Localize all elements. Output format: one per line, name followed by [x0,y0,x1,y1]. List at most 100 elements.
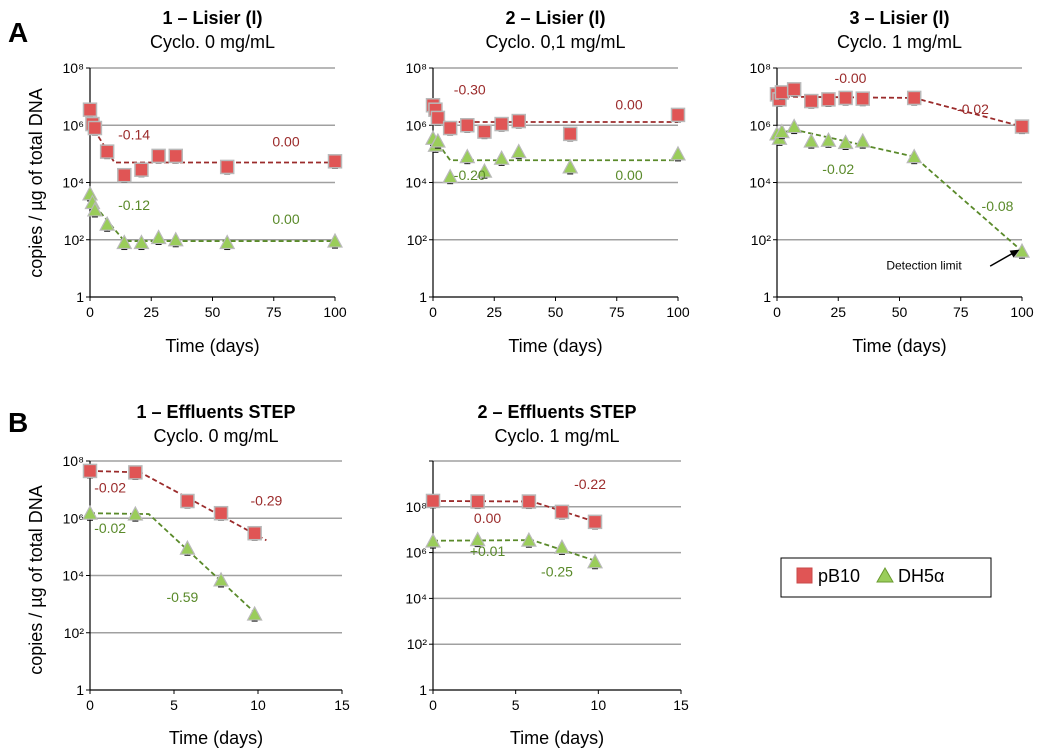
point-pb10 [838,90,853,106]
slope-label: -0.20 [454,167,486,183]
x-tick-label: 15 [673,697,689,713]
point-pb10 [168,148,183,164]
point-dh5a [429,132,446,148]
chart-title-4: 1 – Effluents STEP [136,402,295,422]
slope-label: -0.08 [982,198,1014,214]
point-pb10 [213,505,229,521]
point-dh5a [553,539,570,554]
point-dh5a [803,132,820,148]
slope-label: -0.25 [541,564,573,580]
point-dh5a [469,531,486,547]
fit-line-dh5a [432,539,599,563]
x-axis-label-3: Time (days) [852,336,946,356]
slope-label: -0.02 [822,161,854,177]
point-pb10 [521,494,537,509]
slope-label: 0.00 [615,97,642,113]
slope-label: -0.00 [835,70,867,86]
point-dh5a [213,571,230,587]
x-axis-label-5: Time (days) [510,728,604,748]
x-tick-label: 0 [429,697,437,713]
slope-label: -0.22 [574,476,606,492]
slope-label: -0.02 [957,101,989,117]
slope-label: 0.00 [615,167,642,183]
point-dh5a [837,134,854,150]
slope-label: -0.12 [118,197,150,213]
point-pb10 [134,162,149,177]
point-pb10 [442,120,458,136]
x-tick-label: 75 [266,304,282,320]
chart-title-3: 3 – Lisier (l) [849,8,949,28]
y-tick-label: 1 [763,289,771,305]
point-dh5a [219,234,236,250]
chart-panel-1: 1 – Lisier (l) Cyclo. 0 mg/mL 1 10² 10⁴ 10⁶ 10… [62,8,346,356]
y-tick-label: 1 [76,289,84,305]
point-dh5a [246,605,263,621]
y-tick-label: 10⁶ [63,117,84,133]
slope-label: -0.29 [250,492,282,508]
y-tick-label: 10⁶ [63,510,84,526]
chart-subtitle-5: Cyclo. 1 mg/mL [494,426,619,446]
y-tick-label: 10⁸ [750,60,772,76]
point-pb10 [117,167,132,183]
arrow-head-icon [1009,249,1020,258]
slope-label: -0.30 [454,81,486,97]
panels-container: 1 – Lisier (l)Cyclo. 0 mg/mL110²10⁴10⁶10… [62,8,1033,748]
x-tick-label: 75 [953,304,969,320]
x-tick-label: 0 [773,304,781,320]
point-pb10 [1014,119,1030,134]
y-tick-label: 1 [76,682,84,698]
y-tick-label: 10⁴ [62,175,84,191]
y-tick-label: 10⁸ [406,60,428,76]
point-pb10 [180,493,195,509]
y-tick-label: 10⁴ [749,175,771,191]
point-dh5a [493,150,510,165]
x-tick-label: 0 [86,304,94,320]
point-pb10 [327,154,343,169]
point-pb10 [247,525,262,541]
point-pb10 [425,493,441,509]
legend-marker-dh5a [876,566,894,583]
point-pb10 [99,144,115,159]
point-dh5a [179,539,196,555]
x-tick-label: 25 [143,304,159,320]
chart-subtitle-4: Cyclo. 0 mg/mL [153,426,278,446]
x-axis-label-4: Time (days) [169,728,263,748]
chart-title-5: 2 – Effluents STEP [477,402,636,422]
y-tick-label: 10⁶ [406,117,427,133]
point-pb10 [219,159,235,175]
point-dh5a [669,145,687,161]
y-axis-label-row-a: copies / µg of total DNA [26,88,46,277]
point-pb10 [562,126,578,142]
panel-label-a: A [8,17,28,48]
chart-panel-3: 3 – Lisier (l) Cyclo. 1 mg/mL 1 10² 10⁴ 10⁶ 10… [749,8,1033,356]
slope-label: -0.02 [94,479,126,495]
x-tick-label: 0 [429,304,437,320]
y-tick-label: 10² [64,625,85,641]
x-tick-label: 100 [323,304,347,320]
y-axis-label-row-b: copies / µg of total DNA [26,485,46,674]
point-dh5a [127,505,144,521]
point-dh5a [476,162,493,178]
slope-label: 0.00 [272,211,299,227]
legend: pB10 DH5α [780,557,992,598]
y-tick-label: 10² [407,232,428,248]
y-tick-label: 10⁴ [405,175,427,191]
legend-label-dh5a: DH5α [898,566,944,586]
detection-limit-arrow [989,251,1016,267]
point-pb10 [804,93,819,109]
point-pb10 [821,92,836,107]
point-dh5a [854,132,871,148]
point-dh5a [167,231,184,247]
y-tick-label: 10⁴ [62,568,84,584]
point-dh5a [86,201,103,217]
chart-panel-4: 1 – Effluents STEP Cyclo. 0 mg/mL 1 10² 10⁴ 1… [62,402,350,748]
point-pb10 [477,124,492,139]
point-dh5a [786,118,803,134]
slope-label: +0.01 [470,543,506,559]
point-pb10 [470,494,485,509]
point-pb10 [151,148,166,164]
x-tick-label: 50 [205,304,221,320]
point-pb10 [128,465,143,480]
y-tick-label: 10⁸ [406,499,428,515]
panel-label-b: B [8,407,28,438]
